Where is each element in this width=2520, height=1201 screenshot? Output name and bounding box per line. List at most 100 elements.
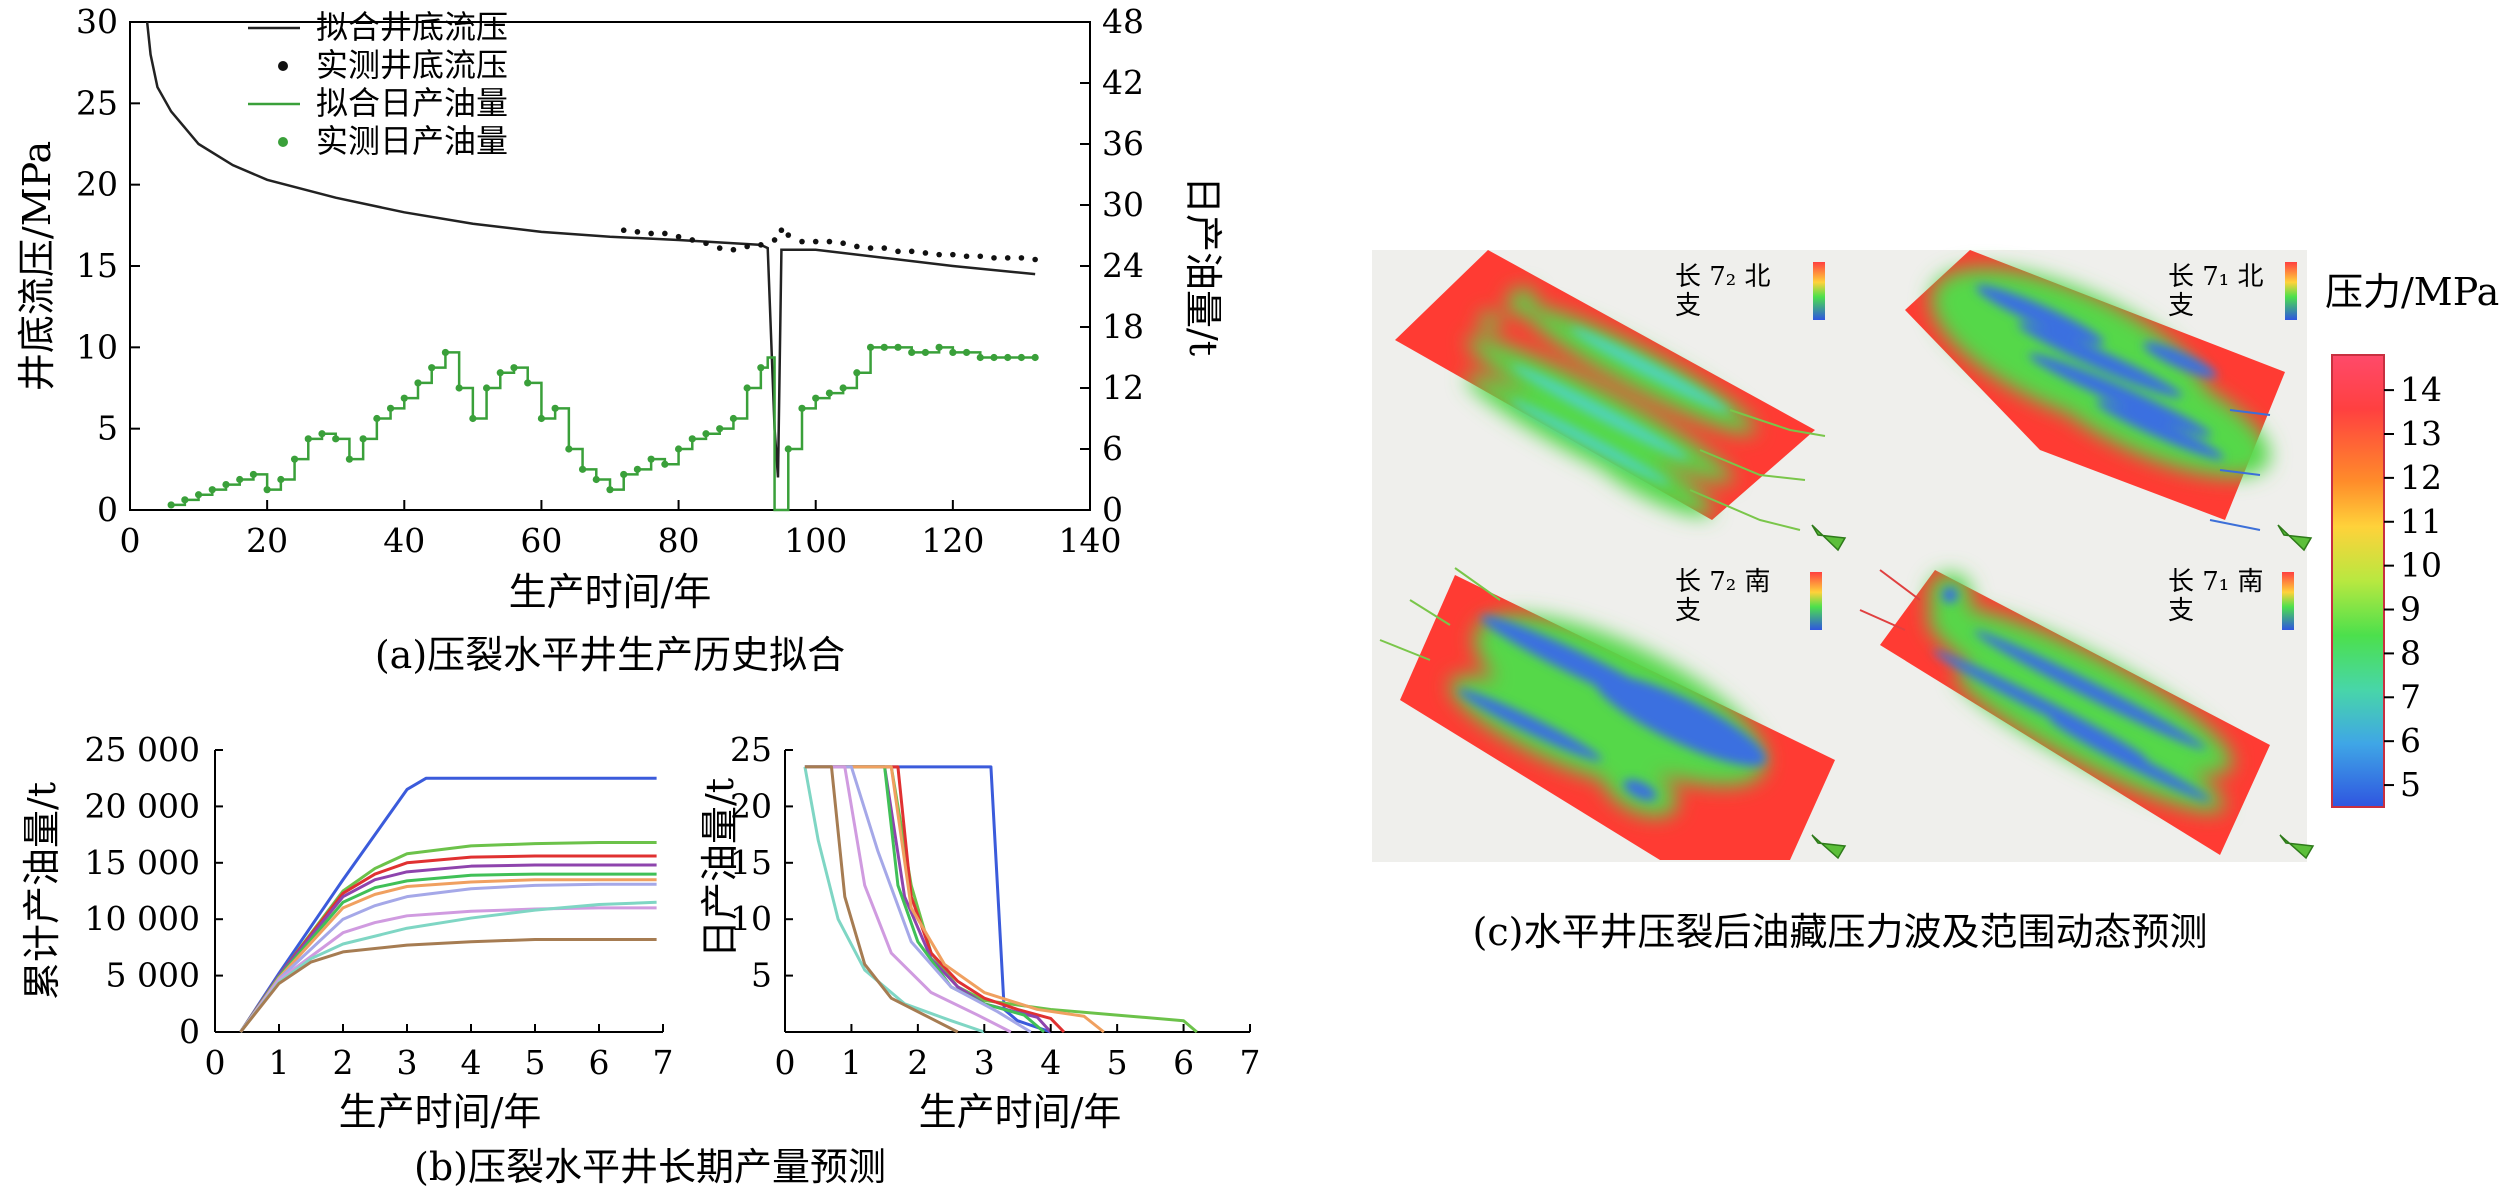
map-label-north-71-suffix: 支 bbox=[2168, 291, 2194, 321]
point-measured-pressure bbox=[703, 240, 709, 247]
series-step-fitted-oil bbox=[171, 346, 1036, 512]
point-measured-oil bbox=[743, 384, 751, 392]
point-measured-oil bbox=[578, 465, 587, 473]
colorbar-tick-label: 14 bbox=[2400, 370, 2442, 409]
point-measured-oil bbox=[345, 455, 354, 463]
point-measured-oil bbox=[222, 480, 230, 489]
series-line bbox=[804, 765, 1046, 1034]
point-measured-oil bbox=[880, 343, 888, 351]
point-measured-oil bbox=[565, 445, 573, 453]
y-right-tick-label: 30 bbox=[1102, 185, 1144, 224]
series-line bbox=[804, 765, 959, 1034]
point-measured-oil bbox=[441, 348, 450, 357]
point-measured-oil bbox=[839, 384, 847, 392]
chart-a-ylabel-left: 井底流压/MPa bbox=[15, 141, 59, 391]
colorbar-tick-label: 9 bbox=[2400, 590, 2421, 629]
point-measured-pressure bbox=[689, 237, 696, 243]
point-measured-oil bbox=[935, 343, 943, 351]
legend-measured-oil: 实测日产油量 bbox=[316, 122, 508, 160]
chart-b-daily: 0 1 2 3 4 5 6 7 5 10 15 20 25 日产油量/t 生产时间/年 bbox=[698, 730, 1261, 1134]
point-measured-oil bbox=[729, 414, 738, 423]
well-trajectory bbox=[1689, 489, 1801, 531]
map-label-south-72-suffix: 支 bbox=[1675, 596, 1701, 626]
point-measured-oil bbox=[798, 404, 806, 412]
point-measured-oil bbox=[990, 353, 998, 362]
point-measured-oil bbox=[373, 414, 381, 423]
well-trajectory bbox=[1699, 449, 1806, 481]
well-trajectory bbox=[2209, 519, 2261, 531]
y-right-tick-label: 36 bbox=[1102, 124, 1144, 163]
point-measured-oil bbox=[976, 353, 984, 362]
y-right-tick-label: 6 bbox=[1102, 429, 1123, 468]
point-measured-oil bbox=[1017, 353, 1026, 362]
chart-b1-ticks: 0 1 2 3 4 5 6 7 0 5 000 10 000 15 000 20 000 25 000 bbox=[85, 730, 674, 1082]
x-tick-label: 3 bbox=[974, 1043, 995, 1082]
x-tick-label: 5 bbox=[1107, 1043, 1128, 1082]
series-line bbox=[804, 765, 1052, 1034]
series-line bbox=[239, 863, 657, 1033]
legend-measured-oil-marker bbox=[278, 137, 288, 147]
north-arrow-icon bbox=[2277, 524, 2313, 552]
y-left-tick-label: 10 bbox=[76, 327, 118, 366]
point-measured-oil bbox=[908, 348, 916, 357]
colorbar bbox=[2331, 354, 2385, 808]
series-line bbox=[804, 765, 1032, 1034]
y-left-tick-label: 5 bbox=[97, 409, 118, 448]
map-slab bbox=[1395, 250, 1815, 520]
point-measured-pressure bbox=[977, 253, 984, 260]
x-tick-label: 6 bbox=[1173, 1043, 1194, 1082]
point-measured-pressure bbox=[922, 250, 929, 256]
y-tick-label: 20 000 bbox=[85, 786, 200, 825]
x-tick-label: 20 bbox=[246, 521, 288, 560]
well-trajectory bbox=[2229, 409, 2271, 416]
y-tick-label: 0 bbox=[179, 1012, 200, 1051]
chart-b2-ticks: 0 1 2 3 4 5 6 7 5 10 15 20 25 bbox=[730, 730, 1261, 1082]
series-line bbox=[804, 765, 1052, 1034]
x-tick-label: 0 bbox=[120, 521, 141, 560]
colorbar-ticks: 14 13 12 11 10 9 8 7 6 5 bbox=[2384, 370, 2442, 804]
y-tick-label: 20 bbox=[730, 786, 772, 825]
point-measured-oil bbox=[386, 404, 395, 412]
x-tick-label: 0 bbox=[775, 1043, 796, 1082]
point-measured-oil bbox=[181, 496, 189, 504]
point-measured-oil bbox=[469, 414, 477, 423]
y-tick-label: 25 000 bbox=[85, 730, 200, 769]
y-tick-label: 10 000 bbox=[85, 899, 200, 938]
point-measured-oil bbox=[194, 491, 203, 499]
colorbar-tick-label: 7 bbox=[2400, 677, 2421, 716]
point-measured-oil bbox=[866, 343, 875, 351]
map-label-south-72: 长 7₂ 南 bbox=[1675, 567, 1771, 597]
point-measured-oil bbox=[318, 430, 326, 438]
point-measured-pressure bbox=[662, 230, 668, 237]
colorbar-title: 压力/MPa bbox=[2325, 270, 2499, 314]
y-left-tick-label: 25 bbox=[76, 83, 118, 122]
x-tick-label: 0 bbox=[205, 1043, 226, 1082]
chart-b2-series bbox=[803, 765, 1198, 1034]
point-measured-oil bbox=[249, 470, 258, 479]
y-right-tick-label: 18 bbox=[1102, 307, 1144, 346]
point-measured-oil bbox=[949, 348, 957, 357]
point-measured-oil bbox=[290, 455, 299, 463]
x-tick-label: 1 bbox=[269, 1043, 290, 1082]
colorbar-tick-label: 8 bbox=[2400, 633, 2421, 672]
well-trajectory bbox=[1879, 569, 1921, 601]
map-panel-south-72: 长 7₂ 南 支 bbox=[1379, 567, 1847, 860]
point-measured-pressure bbox=[634, 229, 641, 235]
series-line bbox=[239, 776, 657, 1033]
chart-b2-ylabel: 日产油量/t bbox=[698, 778, 742, 958]
x-tick-label: 2 bbox=[333, 1043, 354, 1082]
mini-colorbar bbox=[2282, 572, 2294, 630]
point-measured-pressure bbox=[730, 246, 737, 253]
well-trajectory bbox=[1454, 567, 1501, 601]
x-tick-label: 7 bbox=[653, 1043, 674, 1082]
x-tick-label: 140 bbox=[1059, 521, 1122, 560]
series-line bbox=[804, 765, 1105, 1034]
point-measured-pressure bbox=[620, 227, 627, 234]
point-measured-oil bbox=[277, 475, 285, 484]
colorbar-tick-label: 5 bbox=[2400, 765, 2421, 804]
point-measured-oil bbox=[304, 435, 312, 443]
point-measured-pressure bbox=[950, 251, 956, 258]
point-measured-pressure bbox=[799, 238, 805, 245]
point-measured-pressure bbox=[826, 238, 833, 245]
mini-colorbar bbox=[2285, 262, 2297, 320]
